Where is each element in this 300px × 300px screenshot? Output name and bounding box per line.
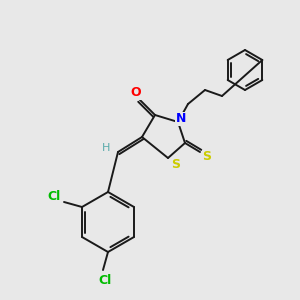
Text: N: N [176,112,186,125]
Text: O: O [131,86,141,100]
Text: H: H [102,143,110,153]
Text: S: S [202,151,211,164]
Text: Cl: Cl [98,274,112,286]
Text: S: S [172,158,181,170]
Text: Cl: Cl [47,190,61,202]
